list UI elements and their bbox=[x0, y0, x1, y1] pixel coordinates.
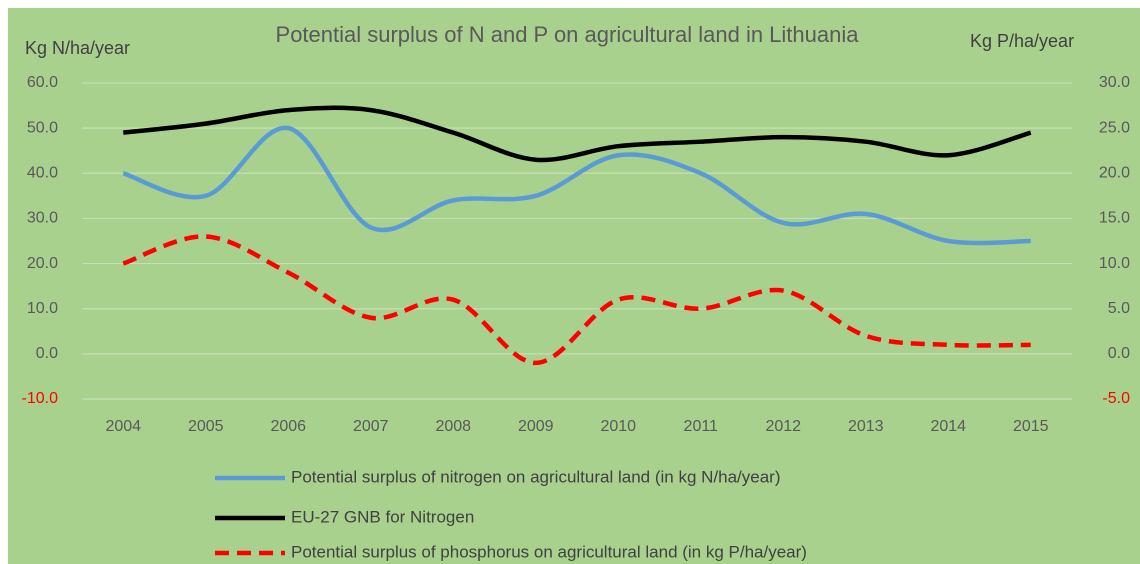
x-tick-label: 2014 bbox=[930, 418, 966, 435]
y-tick-label: 50.0 bbox=[27, 119, 58, 136]
y2-tick-label: 20.0 bbox=[1099, 165, 1130, 182]
series-line bbox=[122, 234, 1031, 366]
legend-label: Potential surplus of phosphorus on agric… bbox=[291, 542, 807, 561]
y2-tick-label: 5.0 bbox=[1108, 300, 1130, 317]
x-tick-label: 2010 bbox=[600, 418, 636, 435]
y-tick-label: -10.0 bbox=[22, 390, 59, 407]
y-tick-label: 60.0 bbox=[27, 74, 58, 91]
x-tick-label: 2015 bbox=[1013, 418, 1049, 435]
y2-tick-label: 10.0 bbox=[1099, 255, 1130, 272]
y-axis-title: Kg N/ha/year bbox=[25, 38, 130, 58]
y2-tick-label: 30.0 bbox=[1099, 74, 1130, 91]
x-tick-label: 2011 bbox=[684, 418, 719, 435]
y-tick-label: 40.0 bbox=[27, 165, 58, 182]
x-tick-label: 2007 bbox=[353, 418, 389, 435]
x-tick-label: 2013 bbox=[848, 418, 884, 435]
series-line bbox=[122, 125, 1031, 246]
y-tick-label: 10.0 bbox=[27, 300, 58, 317]
y2-tick-label: 0.0 bbox=[1108, 345, 1130, 362]
x-tick-label: 2008 bbox=[435, 418, 471, 435]
x-tick-label: 2005 bbox=[188, 418, 224, 435]
y2-tick-label: 15.0 bbox=[1099, 210, 1130, 227]
chart-background bbox=[8, 8, 1140, 564]
x-tick-label: 2004 bbox=[105, 418, 141, 435]
x-tick-label: 2006 bbox=[270, 418, 306, 435]
x-tick-label: 2009 bbox=[518, 418, 554, 435]
y-tick-label: 30.0 bbox=[27, 210, 58, 227]
legend-label: Potential surplus of nitrogen on agricul… bbox=[291, 467, 781, 486]
series-line bbox=[123, 105, 1032, 163]
y2-tick-label: 25.0 bbox=[1099, 119, 1130, 136]
x-tick-label: 2012 bbox=[765, 418, 801, 435]
y-tick-label: 0.0 bbox=[36, 345, 58, 362]
y-tick-label: 20.0 bbox=[27, 255, 58, 272]
y2-tick-label: -5.0 bbox=[1102, 390, 1130, 407]
chart-title: Potential surplus of N and P on agricult… bbox=[276, 22, 860, 47]
y2-axis-title: Kg P/ha/year bbox=[970, 31, 1074, 51]
legend-label: EU-27 GNB for Nitrogen bbox=[291, 507, 474, 526]
